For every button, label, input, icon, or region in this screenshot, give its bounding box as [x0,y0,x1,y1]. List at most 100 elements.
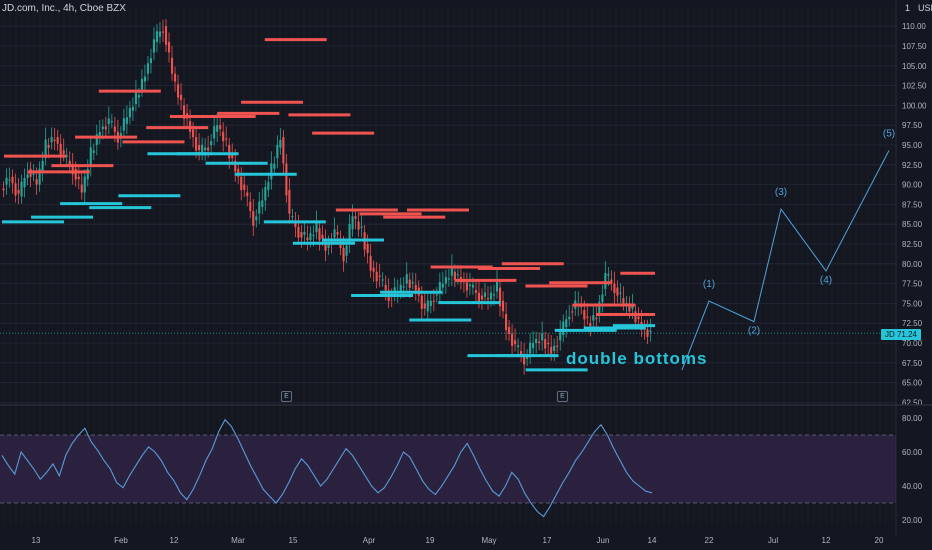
candle-body [468,284,471,286]
candle-body [565,319,568,328]
candle-body [56,137,59,144]
candle-body [140,78,143,90]
candle-body [598,302,601,316]
time-axis-tick-label: Jun [597,536,610,545]
candle-body [399,284,402,292]
candle-body [83,176,86,193]
candle-body [59,143,62,156]
candle-body [583,310,586,320]
candle-body [372,267,375,272]
candle-body [74,168,77,180]
earnings-marker-icon[interactable]: E [281,391,292,402]
candle-body [637,316,640,320]
price-axis-tick-label: 85.00 [902,220,923,229]
candle-body [170,57,174,74]
candle-body [541,333,544,341]
price-axis-tick-label: 95.00 [902,141,923,150]
time-axis-tick-label: Apr [363,536,376,545]
candle-body [234,160,237,172]
candle-body [477,292,481,302]
price-axis-tick-label: 70.00 [902,339,923,348]
rsi-axis-tick-label: 80.00 [902,414,923,423]
rsi-axis-tick-label: 40.00 [902,482,923,491]
price-axis-tick-label: 75.00 [902,299,923,308]
candle-body [619,292,622,294]
candle-body [152,39,156,53]
candle-body [592,315,595,321]
candle-body [544,339,547,349]
candle-body [161,31,165,33]
candle-body [324,241,327,251]
candle-body [32,173,35,175]
currency-label[interactable]: 1 USD [905,3,932,13]
candle-body [348,223,351,243]
candle-body [429,300,432,307]
candle-body [261,200,264,208]
candle-body [369,255,372,271]
candle-body [550,346,553,354]
candle-body [71,164,74,175]
candle-body [110,120,113,123]
candle-body [589,323,592,327]
candle-body [89,147,92,167]
candle-body [255,216,258,221]
candle-body [306,237,309,241]
candle-body [553,345,556,351]
candle-body [450,266,453,276]
candle-body [616,287,619,296]
candle-body [44,139,47,159]
candle-body [246,192,249,197]
earnings-marker-icon[interactable]: E [557,391,568,402]
candle-body [237,168,240,177]
price-axis-tick-label: 97.50 [902,121,923,130]
candle-body [222,131,225,142]
candle-body [354,216,357,219]
candle-body [5,177,8,185]
elliott-wave-label: (2) [748,326,760,337]
candle-body [119,133,122,138]
candle-body [465,282,468,291]
time-axis-tick-label: 12 [822,536,831,545]
candle-body [167,42,171,53]
candle-body [213,126,216,139]
candle-body [408,279,411,288]
candle-body [68,160,71,165]
candle-body [393,287,396,295]
candle-body [11,176,14,184]
candle-body [435,294,438,296]
time-axis-tick-label: Mar [231,536,245,545]
candle-body [285,163,288,196]
candle-body [62,150,65,155]
candle-body [520,350,523,355]
candle-body [327,242,330,248]
candle-body [122,118,125,131]
price-axis-tick-label: 87.50 [902,200,923,209]
candle-body [498,287,502,307]
last-price-label: JD 71.24 [881,329,921,340]
candle-body [53,139,56,141]
candle-body [86,168,89,180]
candle-body [366,244,369,254]
candle-body [267,182,270,190]
candle-body [595,317,598,320]
time-axis-tick-label: 20 [875,536,884,545]
candle-body [173,73,177,82]
candle-body [622,298,625,304]
time-axis-tick-label: 13 [32,536,41,545]
candle-body [318,228,321,241]
candle-body [113,126,116,132]
candle-body [444,276,447,284]
candle-body [77,176,80,180]
candle-body [646,329,649,337]
candle-body [26,174,29,178]
candle-body [23,178,26,188]
candle-body [423,303,426,309]
candle-body [282,137,285,164]
candle-body [456,274,459,276]
candle-body [601,294,604,303]
price-axis-tick-label: 102.50 [902,82,927,91]
candle-body [291,216,294,218]
candle-body [207,147,210,151]
candle-body [345,245,348,256]
